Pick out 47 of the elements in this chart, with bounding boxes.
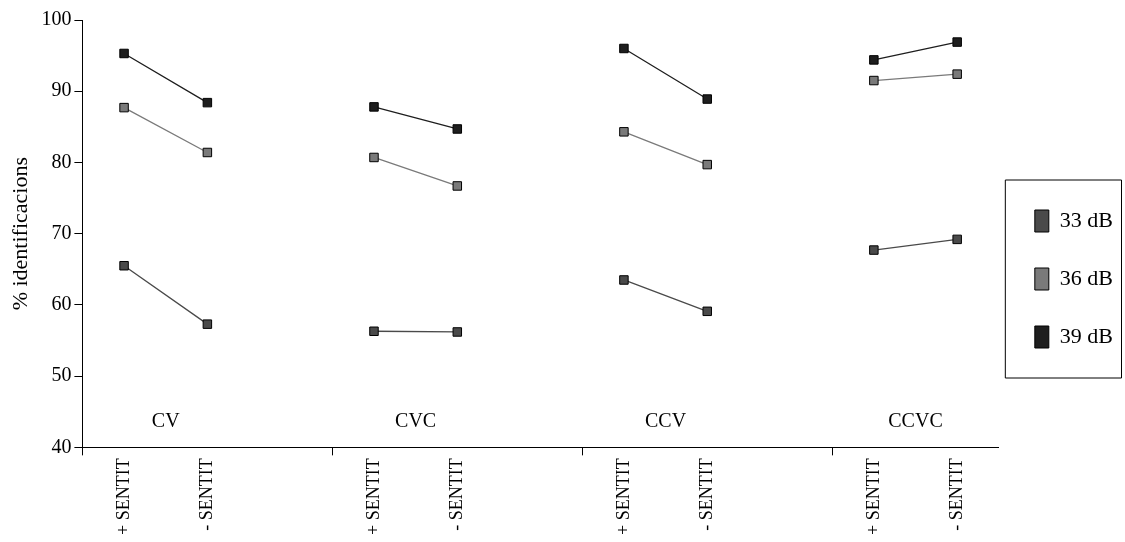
point [619, 127, 629, 137]
y-tick-label: 70 [51, 220, 72, 243]
annotation: CVC [395, 409, 437, 432]
point [952, 37, 962, 47]
legend-label: 33 dB [1059, 206, 1114, 232]
y-tick-label: 100 [41, 7, 72, 30]
point [702, 159, 712, 170]
point [119, 102, 129, 113]
point [869, 75, 879, 86]
annotation: CCV [645, 409, 687, 432]
y-tick-label: 90 [51, 78, 72, 101]
point [202, 147, 213, 158]
point [869, 55, 879, 65]
y-tick-label: 60 [51, 292, 72, 315]
annotation: CV [151, 409, 181, 432]
y-axis-title: % identificacions [6, 157, 32, 311]
x-tick-label: + SENTIT [612, 458, 633, 535]
point [369, 102, 379, 112]
point [869, 245, 879, 255]
x-tick-label: - SENTIT [695, 458, 716, 531]
x-tick-label: + SENTIT [862, 458, 883, 535]
point [619, 43, 629, 54]
point [952, 69, 962, 79]
point [952, 234, 962, 245]
y-tick-label: 80 [51, 149, 72, 172]
point [119, 260, 129, 271]
x-tick-label: - SENTIT [446, 458, 467, 531]
x-tick-label: - SENTIT [945, 458, 966, 531]
point [119, 48, 129, 59]
point [619, 275, 629, 285]
point [702, 306, 712, 317]
x-tick-label: - SENTIT [196, 458, 217, 531]
x-tick-label: + SENTIT [362, 458, 383, 535]
point [452, 327, 463, 337]
x-tick-label: + SENTIT [112, 458, 133, 535]
point [369, 326, 379, 336]
legend-label: 36 dB [1059, 264, 1114, 290]
point [452, 124, 463, 134]
point [369, 152, 379, 163]
legend-label: 39 dB [1059, 322, 1114, 348]
point [702, 94, 712, 104]
point [452, 181, 463, 191]
annotation: CCVC [888, 409, 943, 432]
y-tick-label: 40 [51, 434, 72, 457]
y-tick-label: 50 [51, 363, 72, 386]
point [202, 97, 213, 108]
point [202, 319, 213, 329]
